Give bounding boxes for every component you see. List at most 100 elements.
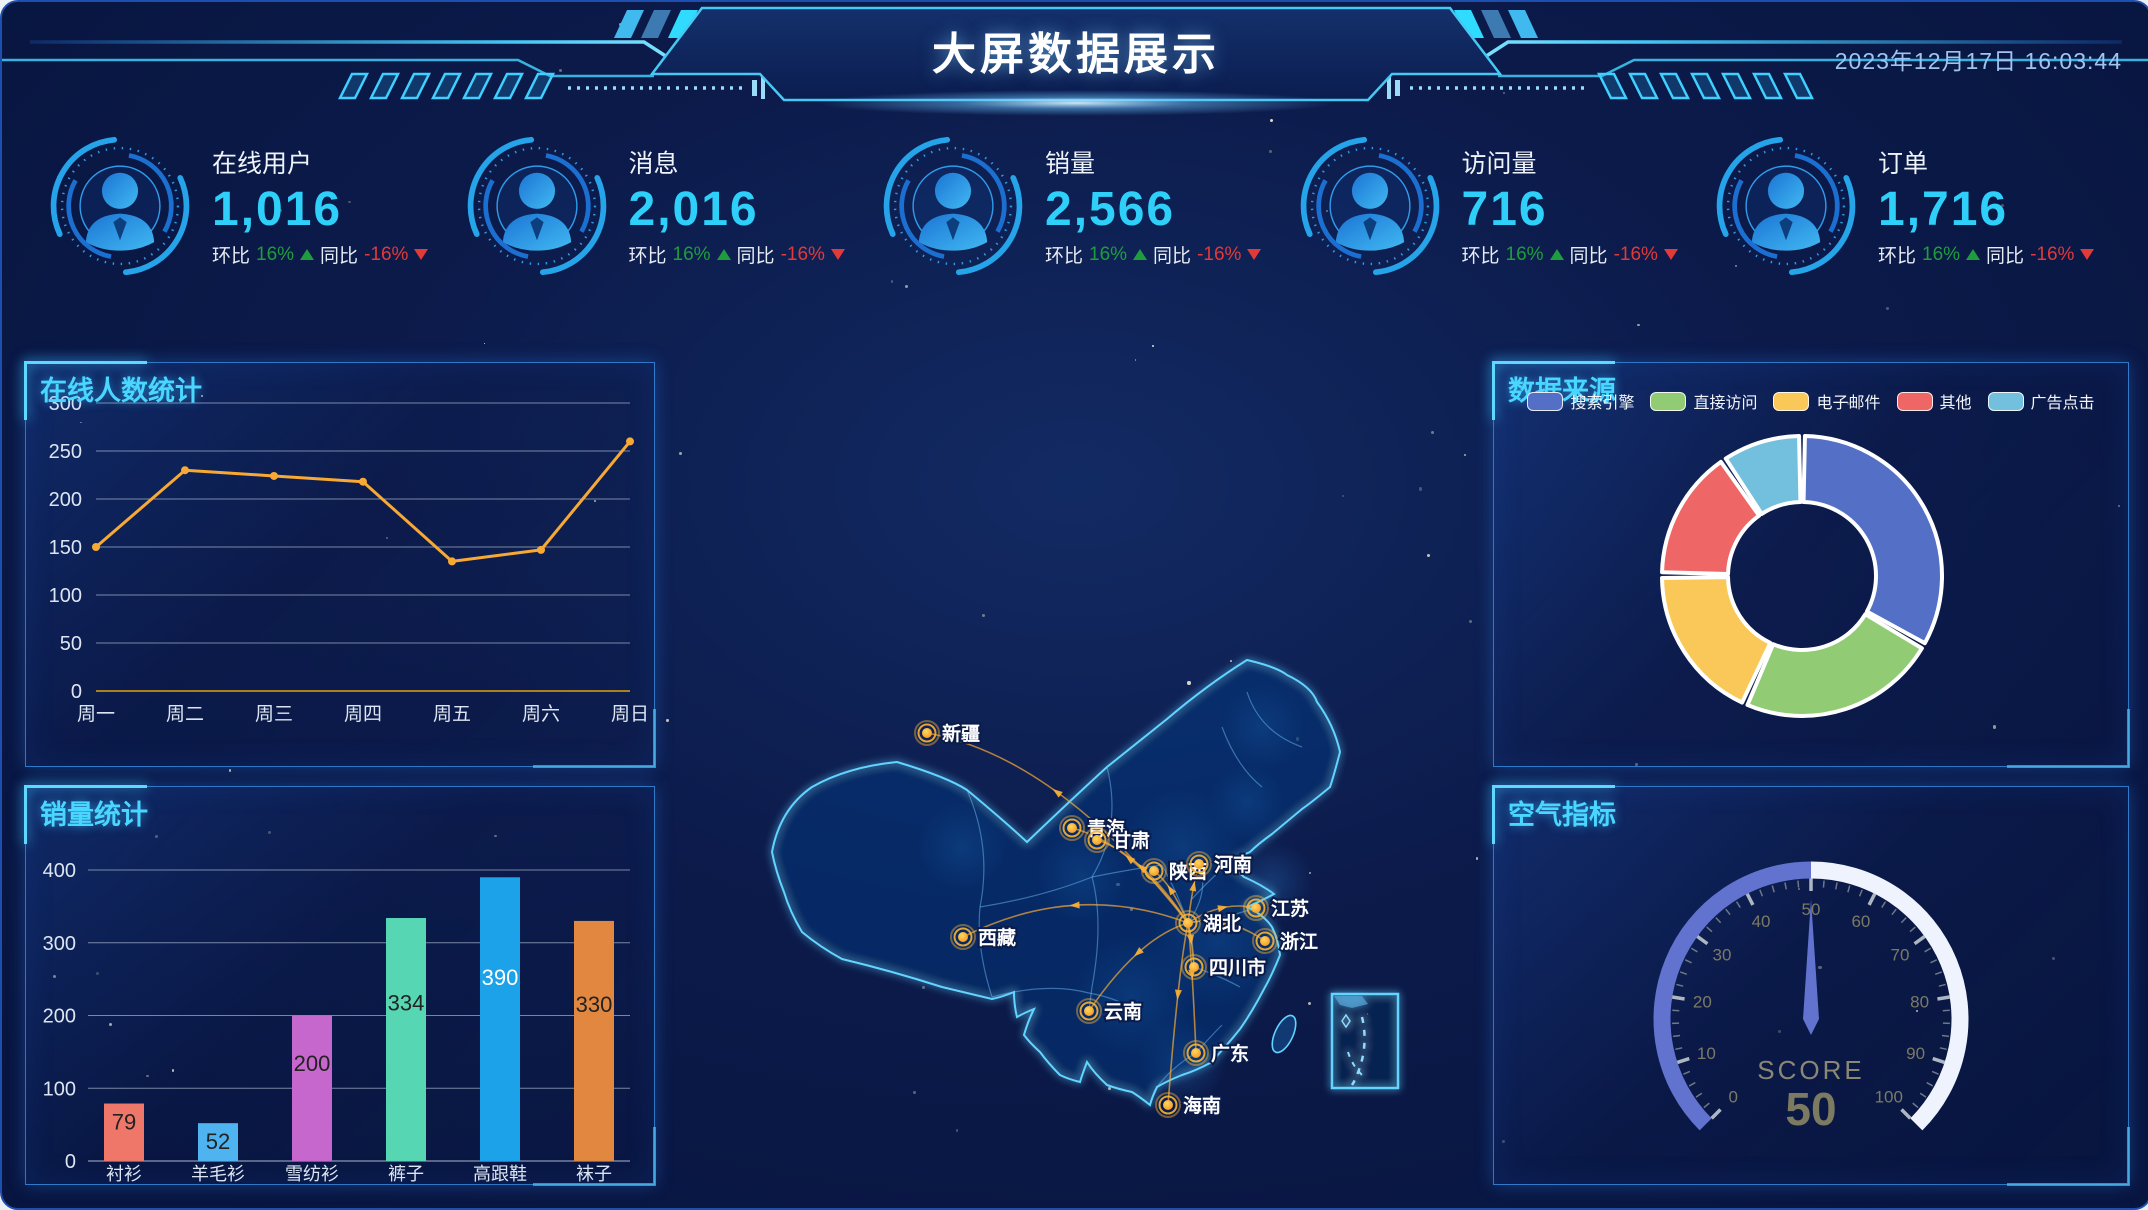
svg-text:80: 80 (1910, 993, 1929, 1012)
down-arrow-icon (831, 249, 845, 260)
legend-label: 其他 (1940, 389, 1972, 413)
legend-label: 直接访问 (1693, 389, 1757, 413)
stat-value: 2,016 (629, 182, 845, 237)
svg-text:西藏: 西藏 (978, 926, 1016, 949)
svg-text:四川市: 四川市 (1209, 956, 1266, 979)
up-arrow-icon (1133, 249, 1147, 260)
legend-item[interactable]: 其他 (1897, 389, 1972, 413)
up-arrow-icon (1550, 249, 1564, 260)
svg-text:200: 200 (49, 489, 82, 511)
svg-text:广东: 广东 (1211, 1042, 1249, 1065)
legend-item[interactable]: 直接访问 (1650, 389, 1757, 413)
legend-item[interactable]: 电子邮件 (1773, 389, 1880, 413)
up-arrow-icon (1966, 249, 1980, 260)
svg-text:60: 60 (1851, 912, 1870, 931)
stat-value: 716 (1462, 182, 1678, 237)
svg-text:200: 200 (294, 1051, 331, 1076)
stat-label: 访问量 (1462, 144, 1678, 180)
legend-label: 电子邮件 (1816, 389, 1880, 413)
stat-label: 消息 (629, 144, 845, 180)
svg-text:羊毛衫: 羊毛衫 (191, 1164, 245, 1184)
legend-label: 搜索引擎 (1570, 389, 1634, 413)
svg-text:云南: 云南 (1104, 1001, 1142, 1023)
stat-value: 2,566 (1045, 182, 1261, 237)
legend-swatch-icon (1988, 392, 2024, 411)
taiwan-island (1267, 1012, 1300, 1056)
svg-text:海南: 海南 (1183, 1094, 1221, 1117)
map-marker: 四川市 (1182, 955, 1266, 979)
svg-text:10: 10 (1697, 1044, 1716, 1063)
svg-text:袜子: 袜子 (576, 1164, 612, 1184)
stat-label: 销量 (1045, 144, 1261, 180)
gauge-chart-svg: 0102030405060708090100SCORE50 (1494, 787, 2128, 1184)
svg-text:周四: 周四 (344, 704, 382, 725)
user-avatar-icon (461, 130, 613, 282)
legend-swatch-icon (1897, 392, 1933, 411)
svg-text:300: 300 (43, 933, 76, 955)
panel-air-index: 空气指标 0102030405060708090100SCORE50 (1493, 786, 2129, 1185)
svg-text:周一: 周一 (77, 704, 115, 725)
china-map: 新疆青海甘肃陕西河南西藏湖北江苏浙江四川市云南广东海南 (662, 547, 1482, 1187)
panel-data-source: 数据来源 搜索引擎直接访问电子邮件其他广告点击 (1493, 362, 2129, 767)
donut-legend: 搜索引擎 直接访问 电子邮件 其他 广告点击 (1494, 389, 2128, 413)
legend-label: 广告点击 (2031, 389, 2095, 413)
stat-label: 在线用户 (212, 144, 428, 180)
map-marker: 浙江 (1253, 929, 1318, 953)
svg-text:50: 50 (1785, 1083, 1836, 1135)
svg-text:雪纺衫: 雪纺衫 (285, 1164, 339, 1184)
svg-text:裤子: 裤子 (388, 1164, 424, 1184)
legend-item[interactable]: 广告点击 (1988, 389, 2095, 413)
down-arrow-icon (1247, 249, 1261, 260)
user-avatar-icon (1294, 130, 1446, 282)
map-marker: 广东 (1184, 1041, 1249, 1065)
star-speck (1152, 345, 1154, 347)
svg-text:周二: 周二 (166, 704, 204, 725)
up-arrow-icon (717, 249, 731, 260)
stat-label: 订单 (1878, 144, 2094, 180)
star-speck (679, 452, 682, 455)
legend-swatch-icon (1773, 392, 1809, 411)
svg-text:周三: 周三 (255, 704, 293, 725)
svg-text:52: 52 (206, 1129, 230, 1154)
south-china-sea-inset (1332, 994, 1398, 1088)
stat-value: 1,016 (212, 182, 428, 237)
svg-text:90: 90 (1906, 1044, 1925, 1063)
map-marker: 云南 (1077, 999, 1142, 1023)
svg-text:浙江: 浙江 (1280, 930, 1318, 953)
stat-value: 1,716 (1878, 182, 2094, 237)
clock-text: 2023年12月17日 16:03:44 (1835, 42, 2122, 76)
star-speck (1419, 487, 1422, 490)
panel-title: 空气指标 (1508, 793, 1616, 832)
svg-text:150: 150 (49, 537, 82, 559)
svg-text:100: 100 (43, 1078, 76, 1100)
svg-text:河南: 河南 (1214, 854, 1252, 876)
star-speck (1342, 495, 1344, 497)
user-avatar-icon (44, 130, 196, 282)
panel-title: 销量统计 (40, 793, 148, 832)
china-outline (772, 660, 1340, 1105)
map-marker: 湖北 (1176, 911, 1241, 935)
legend-item[interactable]: 搜索引擎 (1527, 389, 1634, 413)
svg-text:334: 334 (388, 990, 425, 1015)
svg-text:400: 400 (43, 860, 76, 882)
star-speck (229, 769, 232, 772)
svg-text:70: 70 (1891, 945, 1910, 964)
svg-text:100: 100 (49, 585, 82, 607)
up-arrow-icon (300, 249, 314, 260)
star-speck (1464, 454, 1466, 456)
star-speck (1135, 359, 1137, 361)
legend-swatch-icon (1527, 392, 1563, 411)
map-marker: 新疆 (915, 721, 980, 745)
